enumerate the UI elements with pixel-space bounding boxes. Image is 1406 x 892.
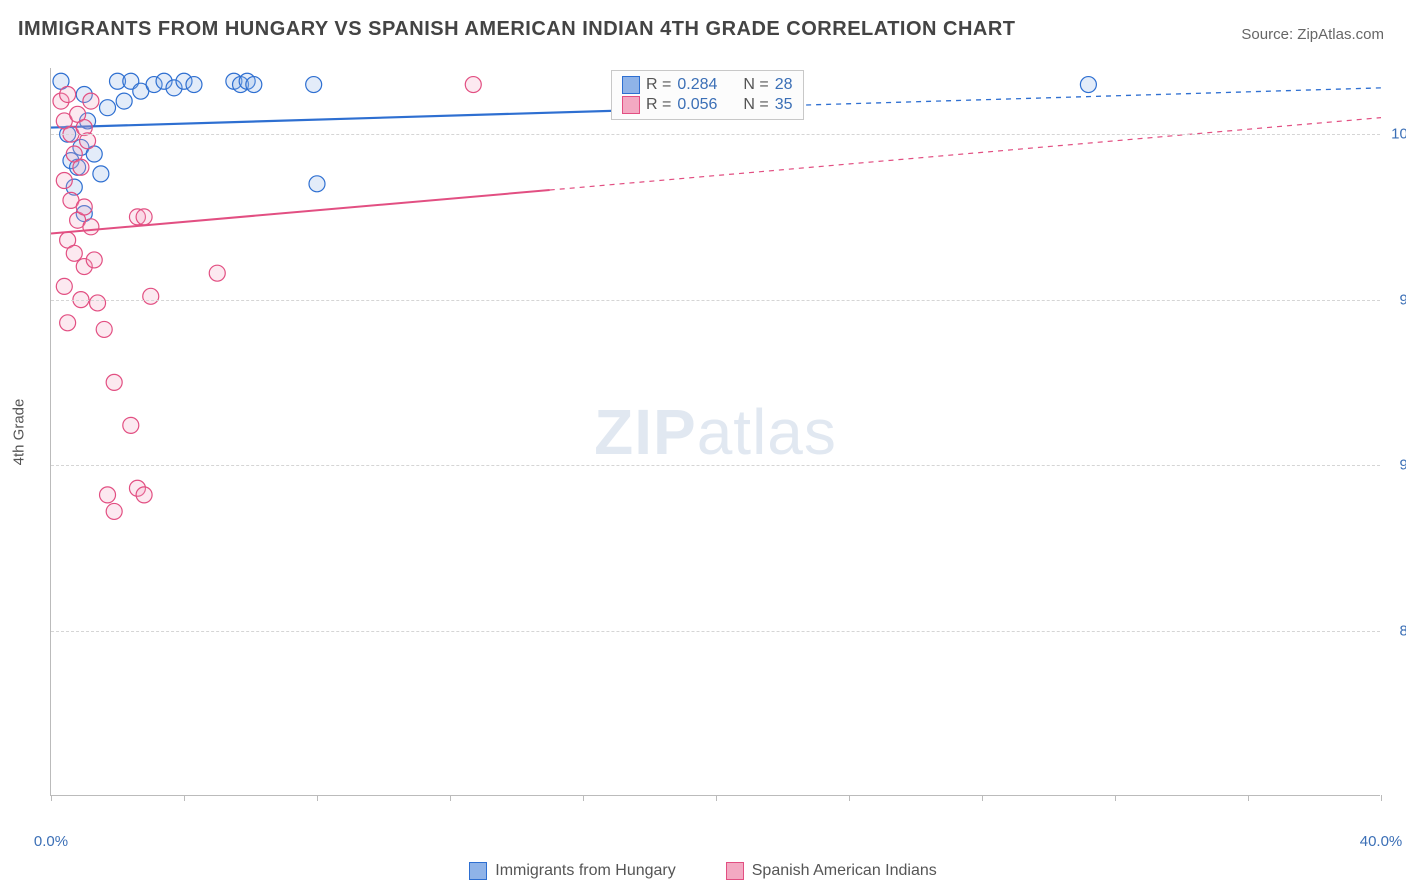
n-value: 35 (775, 96, 793, 114)
scatter-point (60, 315, 76, 331)
r-value: 0.056 (677, 96, 717, 114)
scatter-point (123, 417, 139, 433)
scatter-point (106, 374, 122, 390)
scatter-point (100, 487, 116, 503)
scatter-point (93, 166, 109, 182)
x-tick-mark (317, 795, 318, 801)
x-tick-mark (583, 795, 584, 801)
scatter-point (136, 209, 152, 225)
x-tick-mark (450, 795, 451, 801)
scatter-point (56, 278, 72, 294)
x-tick-label: 40.0% (1360, 833, 1403, 850)
legend-swatch (622, 96, 640, 114)
scatter-point (143, 288, 159, 304)
chart-title: IMMIGRANTS FROM HUNGARY VS SPANISH AMERI… (18, 18, 1016, 41)
scatter-point (306, 77, 322, 93)
scatter-point (100, 100, 116, 116)
x-tick-mark (849, 795, 850, 801)
source-label: Source: ZipAtlas.com (1241, 26, 1384, 43)
x-tick-mark (184, 795, 185, 801)
y-tick-label: 90.0% (1399, 457, 1406, 474)
gridline-h (51, 631, 1380, 632)
scatter-point (83, 219, 99, 235)
gridline-h (51, 134, 1380, 135)
r-value: 0.284 (677, 76, 717, 94)
scatter-point (66, 245, 82, 261)
gridline-h (51, 465, 1380, 466)
y-tick-label: 100.0% (1391, 126, 1406, 143)
scatter-point (76, 199, 92, 215)
n-label: N = (743, 96, 768, 114)
stats-legend-row: R = 0.056 N = 35 (622, 95, 793, 115)
scatter-point (136, 487, 152, 503)
r-label: R = (646, 96, 671, 114)
x-tick-label: 0.0% (34, 833, 68, 850)
scatter-point (60, 86, 76, 102)
scatter-point (86, 252, 102, 268)
source-value: ZipAtlas.com (1297, 26, 1384, 43)
r-label: R = (646, 76, 671, 94)
scatter-point (90, 295, 106, 311)
scatter-point (56, 173, 72, 189)
trend-line-dashed (550, 118, 1381, 190)
legend-item: Immigrants from Hungary (469, 862, 676, 880)
legend-swatch (622, 76, 640, 94)
legend-bottom: Immigrants from Hungary Spanish American … (0, 862, 1406, 880)
trend-line-solid (51, 190, 550, 233)
stats-legend-row: R = 0.284 N = 28 (622, 75, 793, 95)
x-tick-mark (1381, 795, 1382, 801)
legend-swatch (469, 862, 487, 880)
x-tick-mark (51, 795, 52, 801)
n-label: N = (743, 76, 768, 94)
scatter-point (80, 133, 96, 149)
scatter-point (209, 265, 225, 281)
scatter-point (116, 93, 132, 109)
scatter-point (465, 77, 481, 93)
scatter-point (83, 93, 99, 109)
scatter-point (1080, 77, 1096, 93)
plot-area: 4th Grade ZIPatlas 85.0%90.0%95.0%100.0%… (50, 68, 1380, 796)
x-tick-mark (1115, 795, 1116, 801)
source-prefix: Source: (1241, 26, 1293, 43)
legend-item: Spanish American Indians (726, 862, 937, 880)
n-value: 28 (775, 76, 793, 94)
y-tick-label: 95.0% (1399, 291, 1406, 308)
scatter-point (96, 321, 112, 337)
stats-legend-box: R = 0.284 N = 28 R = 0.056 N = 35 (611, 70, 804, 120)
scatter-point (186, 77, 202, 93)
legend-label: Spanish American Indians (752, 862, 937, 880)
y-axis-label: 4th Grade (11, 398, 28, 465)
scatter-point (246, 77, 262, 93)
x-tick-mark (716, 795, 717, 801)
scatter-point (73, 159, 89, 175)
gridline-h (51, 300, 1380, 301)
trend-line-solid (51, 110, 636, 127)
x-tick-mark (982, 795, 983, 801)
x-tick-mark (1248, 795, 1249, 801)
legend-label: Immigrants from Hungary (495, 862, 676, 880)
scatter-point (309, 176, 325, 192)
chart-svg (51, 68, 1381, 796)
scatter-point (106, 503, 122, 519)
y-tick-label: 85.0% (1399, 622, 1406, 639)
legend-swatch (726, 862, 744, 880)
